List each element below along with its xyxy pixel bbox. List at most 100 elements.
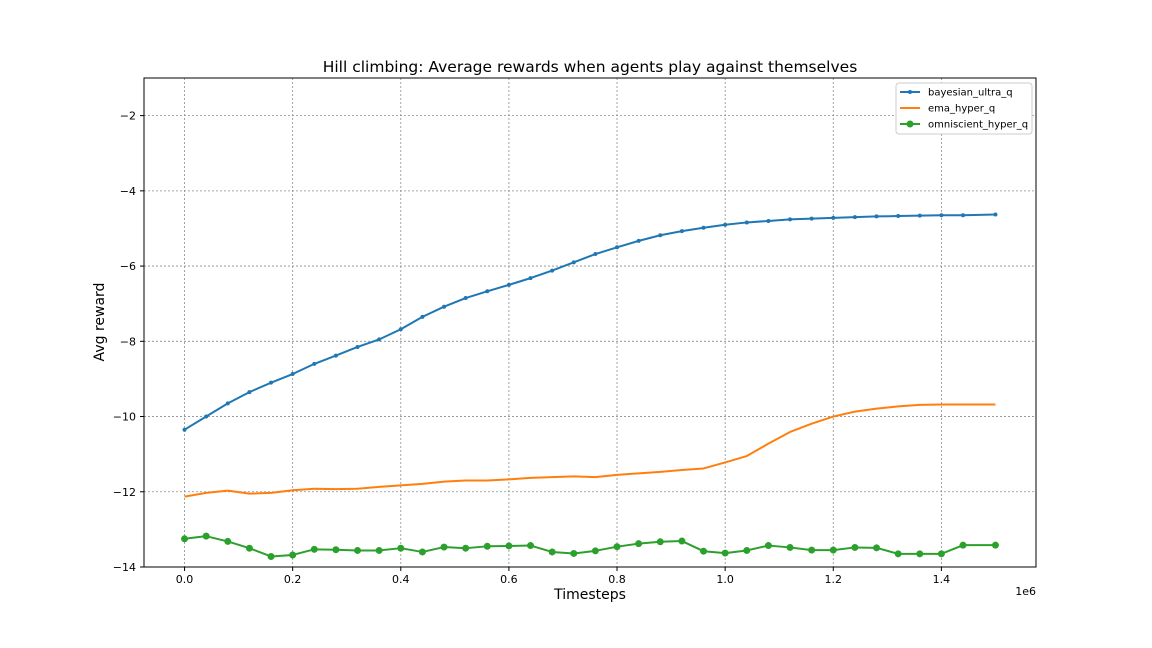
data-point (440, 543, 448, 551)
data-point (917, 213, 922, 218)
legend-box (895, 82, 1033, 135)
y-tick-label: −2 (120, 110, 136, 123)
data-point (485, 289, 490, 294)
data-point (615, 245, 620, 250)
data-point (700, 547, 708, 555)
series-bayesian_ultra_q (182, 212, 998, 432)
data-point (550, 268, 555, 273)
data-point (528, 276, 533, 281)
data-point (593, 252, 598, 257)
data-point (225, 401, 230, 406)
data-point (505, 542, 513, 550)
data-point (959, 541, 967, 549)
y-tick-label: −6 (120, 260, 136, 273)
data-point (656, 538, 664, 546)
data-point (851, 543, 859, 551)
legend-label: omniscient_hyper_q (928, 120, 1028, 131)
data-point (873, 544, 881, 552)
data-point (678, 537, 686, 545)
data-point (723, 222, 728, 227)
y-tick-label: −4 (120, 185, 136, 198)
data-point (463, 296, 468, 301)
data-point (961, 213, 966, 218)
data-point (743, 546, 751, 554)
data-point (635, 540, 643, 548)
data-point (442, 304, 447, 309)
data-point (571, 260, 576, 265)
data-point (181, 535, 189, 543)
data-point (245, 544, 253, 552)
legend-marker (906, 120, 914, 128)
data-point (548, 548, 556, 556)
x-tick-label: 0.4 (392, 573, 410, 586)
x-tick-label: 1.2 (825, 573, 843, 586)
data-point (939, 213, 944, 218)
data-point (398, 327, 403, 332)
data-point (591, 547, 599, 555)
data-point (332, 546, 340, 554)
series-group (181, 212, 999, 560)
data-point (224, 537, 232, 545)
data-point (418, 548, 426, 556)
data-point (269, 380, 274, 385)
data-point (420, 314, 425, 319)
series-omniscient_hyper_q (181, 532, 999, 560)
x-axis-title: Timesteps (553, 587, 626, 603)
y-axis-ticks: −14 −12 −10 −8 −6 −4 −2 (113, 110, 144, 574)
data-point (829, 546, 837, 554)
data-point (788, 217, 793, 222)
data-point (766, 218, 771, 223)
x-tick-label: 1.4 (933, 573, 951, 586)
data-point (894, 550, 902, 558)
x-tick-label: 0.6 (500, 573, 518, 586)
data-point (786, 543, 794, 551)
data-point (679, 229, 684, 234)
x-tick-label: 0.2 (284, 573, 302, 586)
data-point (937, 550, 945, 558)
data-point (290, 372, 295, 377)
data-point (721, 549, 729, 557)
x-axis-offset-label: 1e6 (1015, 585, 1036, 598)
y-tick-label: −14 (113, 561, 136, 574)
data-point (483, 542, 491, 550)
data-point (333, 353, 338, 358)
x-axis-ticks: 0.0 0.2 0.4 0.6 0.8 1.0 1.2 1.4 (176, 567, 950, 586)
data-point (462, 544, 470, 552)
legend-item-ema_hyper_q: ema_hyper_q (900, 104, 995, 115)
data-point (993, 212, 998, 217)
data-point (506, 282, 511, 287)
legend-item-bayesian_ultra_q: bayesian_ultra_q (900, 88, 1013, 99)
data-point (809, 216, 814, 221)
legend-item-omniscient_hyper_q: omniscient_hyper_q (900, 120, 1028, 131)
data-point (355, 344, 360, 349)
y-axis-title: Avg reward (92, 283, 108, 362)
series-ema_hyper_q (184, 403, 996, 498)
data-point (204, 414, 209, 419)
data-point (202, 532, 210, 540)
data-point (808, 546, 816, 554)
data-point (744, 220, 749, 225)
data-point (375, 546, 383, 554)
chart-title: Hill climbing: Average rewards when agen… (323, 58, 858, 76)
y-tick-label: −8 (120, 335, 136, 348)
data-point (377, 337, 382, 342)
legend-marker (908, 90, 912, 94)
data-point (570, 549, 578, 557)
data-point (613, 543, 621, 551)
plot-frame (143, 77, 1037, 568)
x-tick-label: 0.8 (608, 573, 626, 586)
data-point (852, 215, 857, 220)
legend-label: bayesian_ultra_q (928, 88, 1013, 99)
series-line-bayesian_ultra_q (184, 213, 996, 431)
data-point (764, 542, 772, 550)
data-point (658, 233, 663, 238)
legend-label: ema_hyper_q (928, 104, 995, 115)
data-point (991, 541, 999, 549)
legend: bayesian_ultra_q ema_hyper_q omniscient_hy… (895, 82, 1033, 135)
data-point (916, 550, 924, 558)
x-tick-label: 0.0 (176, 573, 194, 586)
series-line-ema_hyper_q (184, 403, 996, 498)
y-tick-label: −10 (113, 411, 136, 424)
data-point (354, 546, 362, 554)
